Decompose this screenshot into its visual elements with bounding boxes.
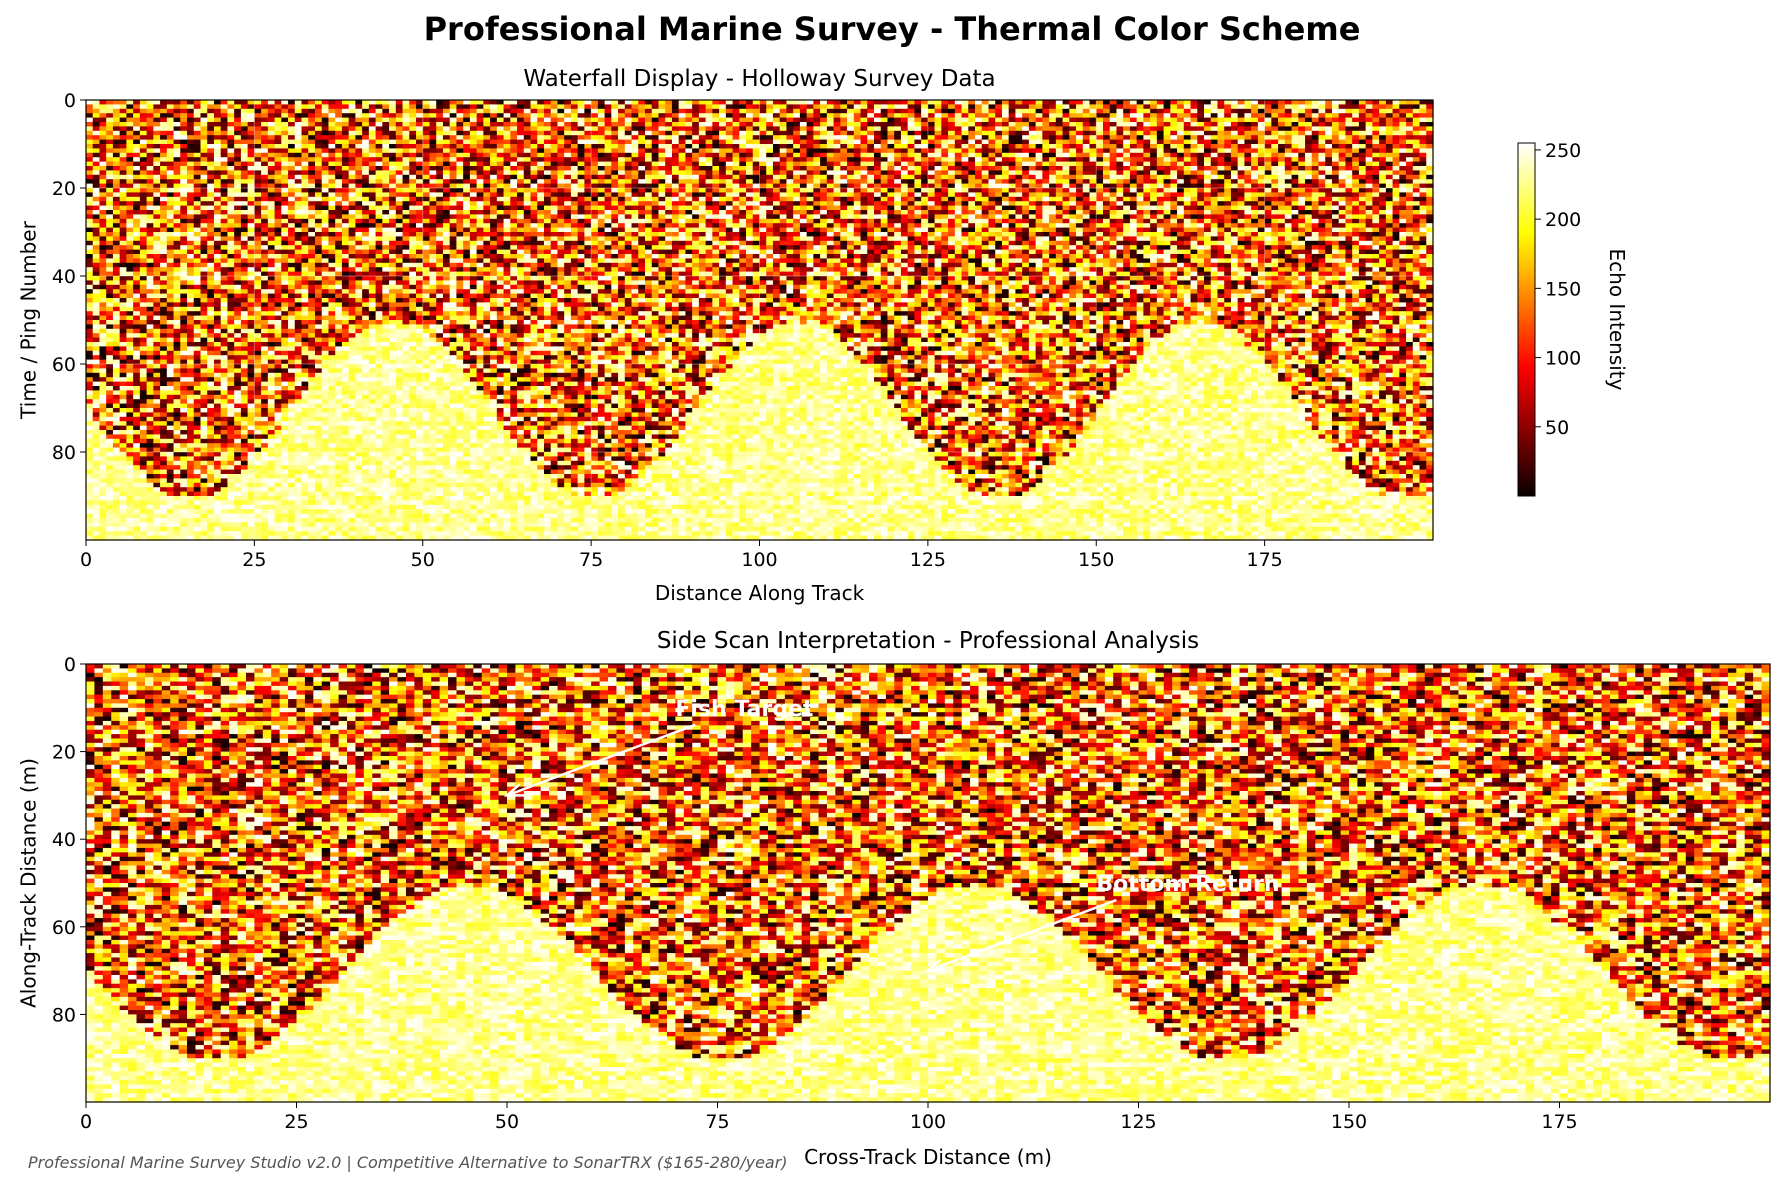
waterfall-title: Waterfall Display - Holloway Survey Data [523,66,995,92]
y-tick-label: 0 [64,654,76,676]
sidescan-annotations: Fish Target Bottom Return [503,697,1280,972]
waterfall-panel: Waterfall Display - Holloway Survey Data… [17,66,1434,605]
sidescan-y-ticks: 0 20 40 60 80 [52,654,86,1026]
x-tick-label: 125 [910,549,946,571]
x-tick-label: 25 [284,1111,308,1133]
colorbar-tick-label: 50 [1545,417,1569,439]
colorbar-label: Echo Intensity [1605,249,1629,391]
y-tick-label: 60 [52,354,76,376]
x-tick-label: 50 [495,1111,519,1133]
annotation-arrow-head [503,783,525,797]
waterfall-grid [85,99,1433,540]
colorbar-gradient [1517,142,1536,497]
colorbar-tick-label: 200 [1545,209,1581,231]
y-tick-label: 60 [52,917,76,939]
y-tick-label: 80 [52,442,76,464]
annotation-arrow-shaft [927,898,1117,972]
y-tick-label: 20 [52,742,76,764]
x-tick-label: 175 [1541,1111,1577,1133]
footer-note: Professional Marine Survey Studio v2.0 |… [28,1153,788,1172]
x-tick-label: 150 [1078,549,1114,571]
x-tick-label: 150 [1331,1111,1367,1133]
sidescan-x-label: Cross-Track Distance (m) [804,1145,1052,1169]
waterfall-y-label: Time / Ping Number [17,220,41,419]
waterfall-x-ticks: 0 25 50 75 100 125 150 175 [80,540,1283,571]
waterfall-heatmap [86,100,1434,541]
colorbar: 50 100 150 200 250 Echo Intensity [1517,140,1629,497]
y-tick-label: 0 [64,90,76,112]
x-tick-label: 50 [411,549,435,571]
colorbar-tick-label: 250 [1545,140,1581,162]
colorbar-tick-label: 150 [1545,278,1581,300]
colorbar-ticks: 50 100 150 200 250 [1535,140,1581,439]
x-tick-label: 100 [741,549,777,571]
annotation-arrow-shaft [506,723,696,797]
annotation-label: Fish Target [675,697,814,722]
annotation-label: Bottom Return [1096,872,1279,897]
colorbar-tick-label: 100 [1545,348,1581,370]
x-tick-label: 0 [80,549,92,571]
y-tick-label: 20 [52,178,76,200]
y-tick-label: 40 [52,829,76,851]
annotation-arrow-head [924,958,946,972]
x-tick-label: 0 [80,1111,92,1133]
y-tick-label: 80 [52,1004,76,1026]
x-tick-label: 100 [910,1111,946,1133]
figure-title: Professional Marine Survey - Thermal Col… [424,10,1361,48]
x-tick-label: 75 [579,549,603,571]
sidescan-x-ticks: 0 25 50 75 100 125 150 175 [80,1102,1578,1133]
sidescan-title: Side Scan Interpretation - Professional … [657,628,1199,654]
x-tick-label: 25 [242,549,266,571]
x-tick-label: 175 [1246,549,1282,571]
x-tick-label: 125 [1120,1111,1156,1133]
sidescan-panel: Side Scan Interpretation - Professional … [17,628,1771,1169]
waterfall-x-label: Distance Along Track [655,581,865,605]
sidescan-y-label: Along-Track Distance (m) [17,758,41,1008]
y-tick-label: 40 [52,266,76,288]
sidescan-heatmap [86,664,1771,1103]
x-tick-label: 75 [705,1111,729,1133]
waterfall-y-ticks: 0 20 40 60 80 [52,90,86,464]
